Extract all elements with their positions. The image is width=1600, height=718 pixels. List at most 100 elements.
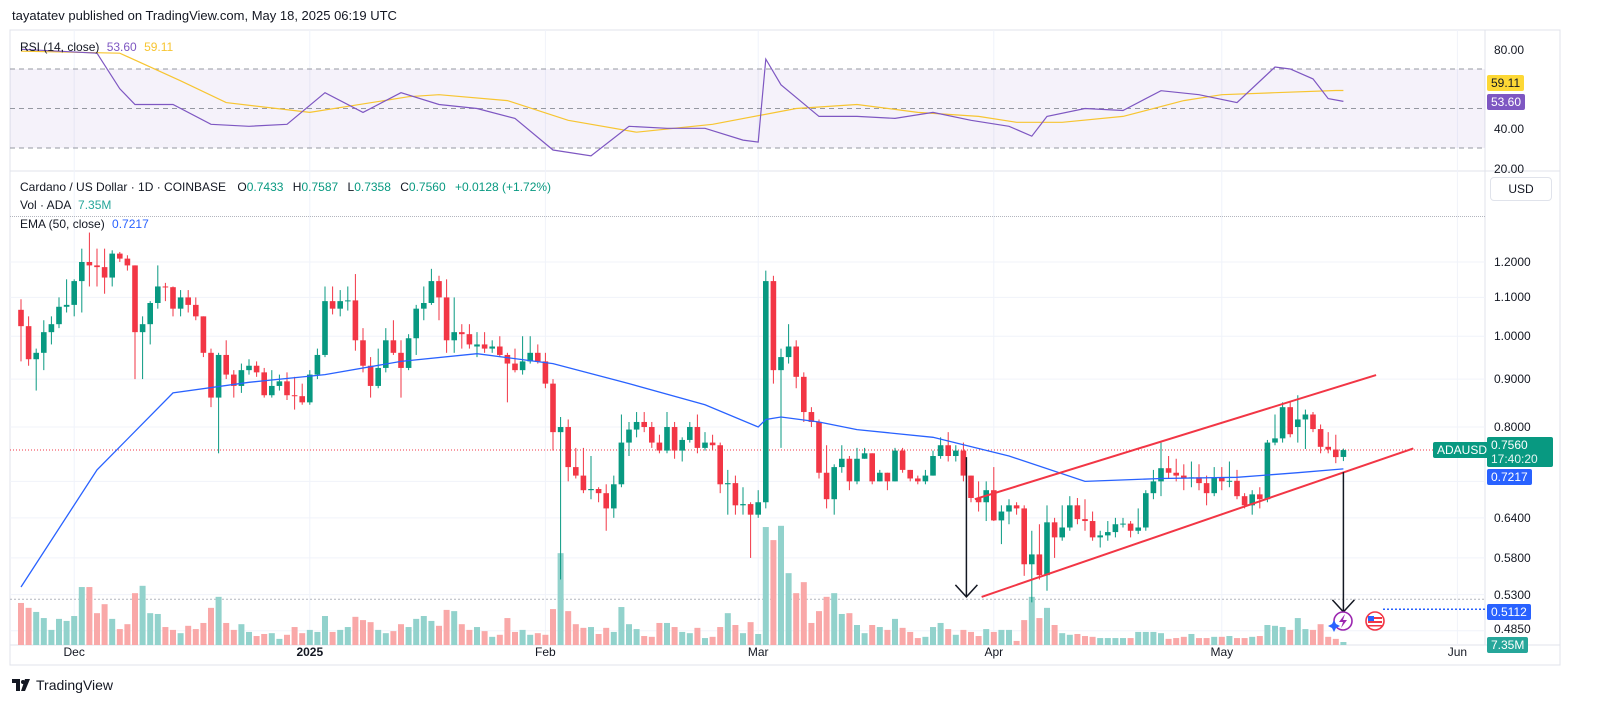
volume-bar [63,620,70,645]
candle-body [580,475,587,491]
candle-body [778,357,784,371]
volume-bar [1044,607,1050,645]
candle-body [679,439,685,451]
volume-bar [1142,631,1149,645]
candle-up [892,447,898,482]
candle-body [79,262,85,282]
candle-body [1158,468,1164,482]
candle-down [1013,502,1020,515]
candle-down [671,421,678,459]
footer-brand[interactable]: TradingView [12,677,113,693]
candle-down [299,383,305,405]
rsi-legend-name: RSI (14, close) [20,40,100,54]
volume-bar [329,631,336,645]
volume-bar [542,634,549,645]
candle-body [63,304,70,307]
price-tick-label: 0.9000 [1494,372,1531,387]
volume-bar [1021,620,1028,645]
candle-up [557,416,564,580]
candle-body [390,340,397,353]
candle-body [421,303,427,309]
rsi-legend-value: 53.60 [106,40,137,54]
ema-legend[interactable]: EMA (50, close) 0.7217 [20,217,149,231]
us-flag-icon[interactable] [1365,611,1385,631]
volume-bar [892,618,898,645]
time-tick-label: May [1210,645,1234,659]
candle-up [322,286,328,358]
low-label: L [347,180,355,194]
candle-up [451,297,457,353]
candle-down [101,248,108,294]
candle-body [269,385,275,396]
chart-frame [9,29,1561,666]
volume-bar [436,625,442,645]
volume-bar [641,636,648,645]
candle-body [1089,521,1096,538]
candle-body [854,458,860,482]
volume-bar [375,629,382,645]
candle-down [732,475,739,515]
candle-body [109,253,115,278]
candle-body [360,340,366,366]
candle-body [238,370,245,386]
candle-body [1135,527,1141,531]
volume-bar [139,585,146,645]
candle-up [428,268,435,305]
candle-up [527,336,533,364]
volume-bar [808,622,815,645]
price-tick-label: 1.2000 [1494,255,1531,269]
candle-up [1112,517,1119,538]
volume-bar [1264,625,1271,645]
candle-body [991,490,997,521]
candle-down [823,445,830,509]
volume-bar [572,624,579,645]
candle-body [687,427,693,440]
candle-up [1120,517,1126,528]
volume-legend[interactable]: Vol · ADA 7.35M [20,198,111,212]
rsi-pane [10,48,1485,157]
lightning-icon[interactable] [1328,611,1353,632]
candle-body [481,344,488,349]
currency-button[interactable]: USD [1490,177,1552,201]
candle-body [1036,554,1043,576]
candle-body [816,421,822,473]
tradingview-logo-icon [12,679,30,691]
candle-body [519,361,526,371]
volume-bar [1089,636,1096,645]
drawings[interactable] [954,374,1414,613]
volume-bar [185,625,192,645]
volume-bar [78,587,85,645]
candle-body [284,381,290,396]
event-markers[interactable] [1328,611,1385,632]
candle-down [94,248,100,287]
volume-bar [276,638,283,645]
volume-bar [755,633,762,645]
volume-bar [352,616,359,645]
symbol-legend[interactable]: Cardano / US Dollar · 1D · COINBASE O0.7… [20,180,551,194]
candle-down [550,379,556,451]
candle-body [573,467,579,476]
candle-body [443,297,450,341]
candle-down [284,372,290,400]
volume-bar [504,618,511,645]
candle-up [1105,521,1111,541]
volume-bar [177,633,184,645]
candle-down [443,279,450,353]
candle-body [588,489,594,491]
candle-body [1105,532,1111,536]
candle-body [215,354,222,398]
candle-down [497,336,503,358]
candle-body [937,445,944,457]
volume-bar [314,631,321,645]
volume-bar [854,625,860,645]
candle-up [930,450,936,476]
candle-body [246,365,252,371]
candle-up [1059,505,1065,541]
candle-body [861,453,868,459]
candle-body [1173,472,1179,476]
rsi-legend[interactable]: RSI (14, close) 53.60 59.11 [20,40,173,54]
rsi-ma-tag: 59.11 [1487,75,1525,91]
candle-body [41,332,47,353]
candle-body [1203,483,1210,494]
